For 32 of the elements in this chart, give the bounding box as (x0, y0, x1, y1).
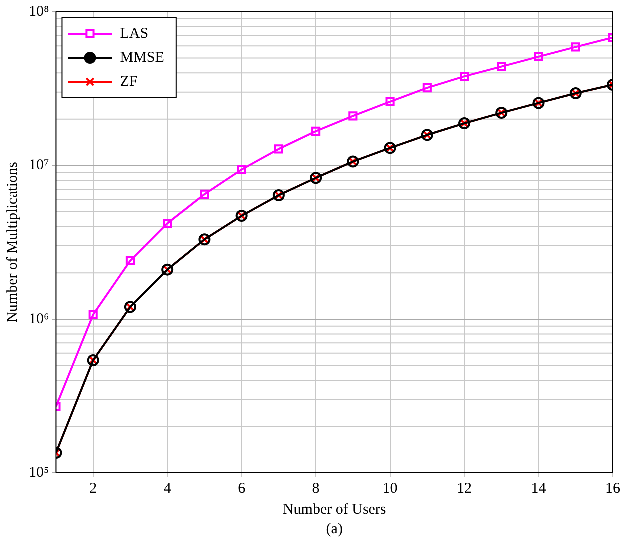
x-tick-label: 16 (606, 480, 621, 497)
point (497, 62, 506, 72)
text: (a) (326, 521, 343, 538)
legend-label: MMSE (120, 50, 164, 66)
point (237, 165, 246, 174)
point (274, 144, 284, 154)
legend-label: LAS (120, 26, 149, 42)
legend-label: ZF (120, 74, 138, 90)
y-tick-label: 10⁷ (28, 158, 50, 174)
y-tick-label: 10⁵ (28, 464, 50, 481)
x-tick-label: 12 (457, 480, 472, 497)
y-axis-title: Number of Multiplications (4, 162, 21, 323)
y-tick-label: 10⁸ (28, 4, 50, 20)
point (163, 219, 172, 228)
point (571, 42, 580, 52)
point (460, 72, 470, 82)
point (386, 97, 395, 106)
point (88, 310, 98, 320)
y-tick-label: 10⁶ (28, 311, 50, 328)
x-tick-label: 2 (90, 480, 98, 497)
x-axis-title: Number of Users (282, 502, 386, 518)
point (348, 112, 358, 121)
point (422, 84, 432, 93)
point (312, 126, 321, 136)
x-tick-label: 14 (531, 480, 547, 497)
point (200, 190, 210, 199)
x-tick-label: 10 (382, 480, 398, 497)
x-tick-label: 8 (312, 480, 320, 497)
x-tick-label: 4 (164, 480, 172, 497)
point (126, 256, 135, 266)
point (534, 52, 544, 62)
x-tick-label: 6 (238, 480, 246, 497)
